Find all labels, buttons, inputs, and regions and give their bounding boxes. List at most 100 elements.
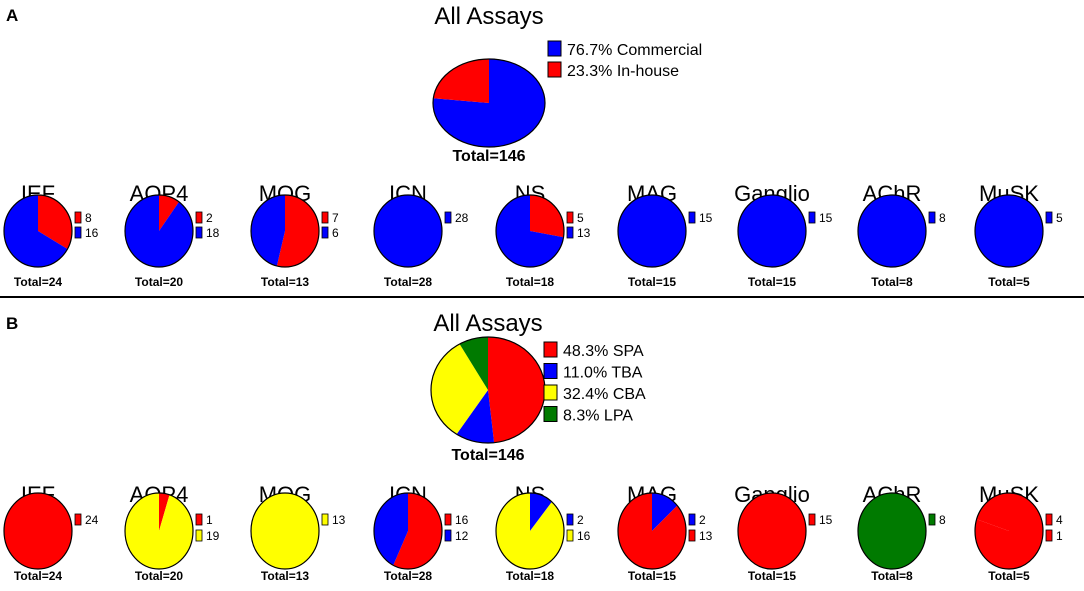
panel-a-achr-total: Total=8 (871, 275, 913, 289)
panel-b-legend-swatch-LPA (543, 406, 558, 422)
panel-b-icn-count-TBA: 12 (455, 529, 469, 543)
panel-b-musk-swatch-SPA (1045, 513, 1053, 526)
panel-b-ns-total: Total=18 (506, 569, 554, 583)
panel-b-title: All Assays (433, 310, 542, 337)
panel-a-mag-total: Total=15 (628, 275, 676, 289)
panel-a-icn-total: Total=28 (384, 275, 432, 289)
panel-b-icn-pie-slice-TBA (373, 493, 408, 566)
panel-a-aqp4-count-inhouse: 2 (206, 211, 213, 225)
panel-b-musk-total: Total=5 (988, 569, 1030, 583)
panel-a-ns-pie-slice-inhouse (530, 195, 564, 238)
panel-b-mag-count-TBA: 2 (699, 513, 706, 527)
panel-b-mag-count-SPA: 13 (699, 529, 713, 543)
panel-b-musk-pie-outline (974, 492, 1044, 570)
panel-b-ns-count-CBA: 16 (577, 529, 591, 543)
panel-a-musk-total: Total=5 (988, 275, 1030, 289)
panel-b-main-pie-slice-CBA (431, 344, 488, 435)
panel-a-ganglio-total: Total=15 (748, 275, 796, 289)
panel-a-musk-swatch-commercial (1045, 211, 1053, 224)
panel-b-legend-label-CBA: 32.4% CBA (563, 386, 646, 403)
panel-b-ns-pie-slice-CBA (495, 493, 564, 569)
panel-a-mag-pie-slice-commercial (618, 195, 686, 267)
panel-a-ief-count-inhouse: 8 (85, 211, 92, 225)
panel-a-ns-count-commercial: 13 (577, 226, 591, 240)
panel-a-mog-pie-slice-inhouse (276, 195, 320, 267)
panel-a-ns-count-inhouse: 5 (577, 211, 584, 225)
panel-a-ief-pie-outline (3, 194, 73, 268)
panel-b-main-pie-slice-LPA (459, 337, 488, 390)
panel-a-aqp4-count-commercial: 18 (206, 226, 220, 240)
panel-b-aqp4-pie-outline (124, 492, 194, 570)
panel-a-icn-count-commercial: 28 (455, 211, 469, 225)
panel-a-ief-pie-slice-commercial (3, 195, 68, 267)
panel-b-icn-swatch-SPA (444, 513, 452, 526)
panel-a-ns-total: Total=18 (506, 275, 554, 289)
panel-b-ief-swatch-SPA (74, 513, 82, 526)
panel-b-aqp4-count-CBA: 19 (206, 529, 220, 543)
panel-letter-b: B (6, 314, 18, 333)
panel-a-ief-pie-slice-inhouse (38, 195, 72, 249)
panel-b-mag-pie-slice-SPA (618, 493, 687, 569)
panel-a-mag-count-commercial: 15 (699, 211, 713, 225)
panel-a-musk-pie-slice-commercial (975, 195, 1043, 267)
panel-b-legend-swatch-SPA (543, 341, 558, 358)
panel-b-legend-label-LPA: 8.3% LPA (563, 408, 633, 425)
panel-b-main-pie-slice-TBA (456, 390, 495, 444)
panel-b-mog-pie-slice-CBA (251, 493, 319, 569)
panel-b-ns-pie-slice-TBA (530, 493, 552, 531)
panel-a-main-pie-outline (432, 58, 546, 148)
panel-b-main-total: Total=146 (451, 447, 524, 464)
panel-a-main-pie-slice-commercial (433, 59, 546, 147)
panel-b-musk-count-inhouse: 1 (1056, 529, 1063, 543)
panel-b-legend-swatch-TBA (543, 363, 558, 379)
panel-a-ns-swatch-inhouse (566, 211, 574, 224)
panel-a-aqp4-pie-slice-inhouse (159, 195, 179, 231)
panel-b-ief-total: Total=24 (14, 569, 62, 583)
panel-b-aqp4-pie-slice-SPA (159, 493, 170, 531)
panel-a-icn-swatch-commercial (444, 211, 452, 224)
panel-a: All Assays Total=146 76.7% Commercial 23.3%… (3, 3, 1063, 289)
panel-a-ganglio-pie-slice-commercial (738, 195, 806, 267)
panel-a-aqp4-total: Total=20 (135, 275, 183, 289)
panel-a-ganglio-count-commercial: 15 (819, 211, 833, 225)
panel-b-icn-pie-outline (373, 492, 443, 570)
panel-b-musk-pie-slice-inhouse (976, 492, 1009, 531)
panel-a-mog-pie-slice-commercial (251, 195, 285, 266)
panel-b-aqp4-count-SPA: 1 (206, 513, 213, 527)
panel-a-ief-swatch-inhouse (74, 211, 82, 224)
panel-b-ganglio-pie-slice-SPA (738, 493, 806, 569)
panel-b-mag-pie-outline (617, 492, 687, 570)
panel-a-ganglio-swatch-commercial (808, 211, 816, 224)
panel-a-main-pie-slice-inhouse (433, 59, 489, 103)
panel-a-legend-swatch-commercial (547, 40, 562, 57)
panel-b-icn-total: Total=28 (384, 569, 432, 583)
panel-b-icn-pie-slice-SPA (393, 493, 442, 569)
panel-b-legend-label-TBA: 11.0% TBA (563, 365, 643, 382)
panel-a-ief-total: Total=24 (14, 275, 62, 289)
panel-b-ief-count-SPA: 24 (85, 513, 99, 527)
panel-b-mag-swatch-SPA (688, 529, 696, 542)
panel-b-aqp4-swatch-CBA (195, 529, 203, 542)
panel-b-musk-count-SPA: 4 (1056, 513, 1063, 527)
panel-a-musk-pie-outline (974, 194, 1044, 268)
panel-b-achr-count-LPA: 8 (939, 513, 946, 527)
panel-a-mag-swatch-commercial (688, 211, 696, 224)
panel-b-ns-swatch-TBA (566, 513, 574, 526)
panel-b-mog-swatch-CBA (321, 513, 329, 526)
panel-b: All Assays Total=146 48.3% SPA 11.0% TBA 32.… (3, 310, 1063, 583)
panel-a-ns-pie-outline (495, 194, 565, 268)
panel-a-achr-swatch-commercial (928, 211, 936, 224)
panel-b-ganglio-swatch-SPA (808, 513, 816, 526)
panel-a-aqp4-swatch-commercial (195, 226, 203, 239)
panel-b-ganglio-pie-outline (737, 492, 807, 570)
panel-b-achr-total: Total=8 (871, 569, 913, 583)
